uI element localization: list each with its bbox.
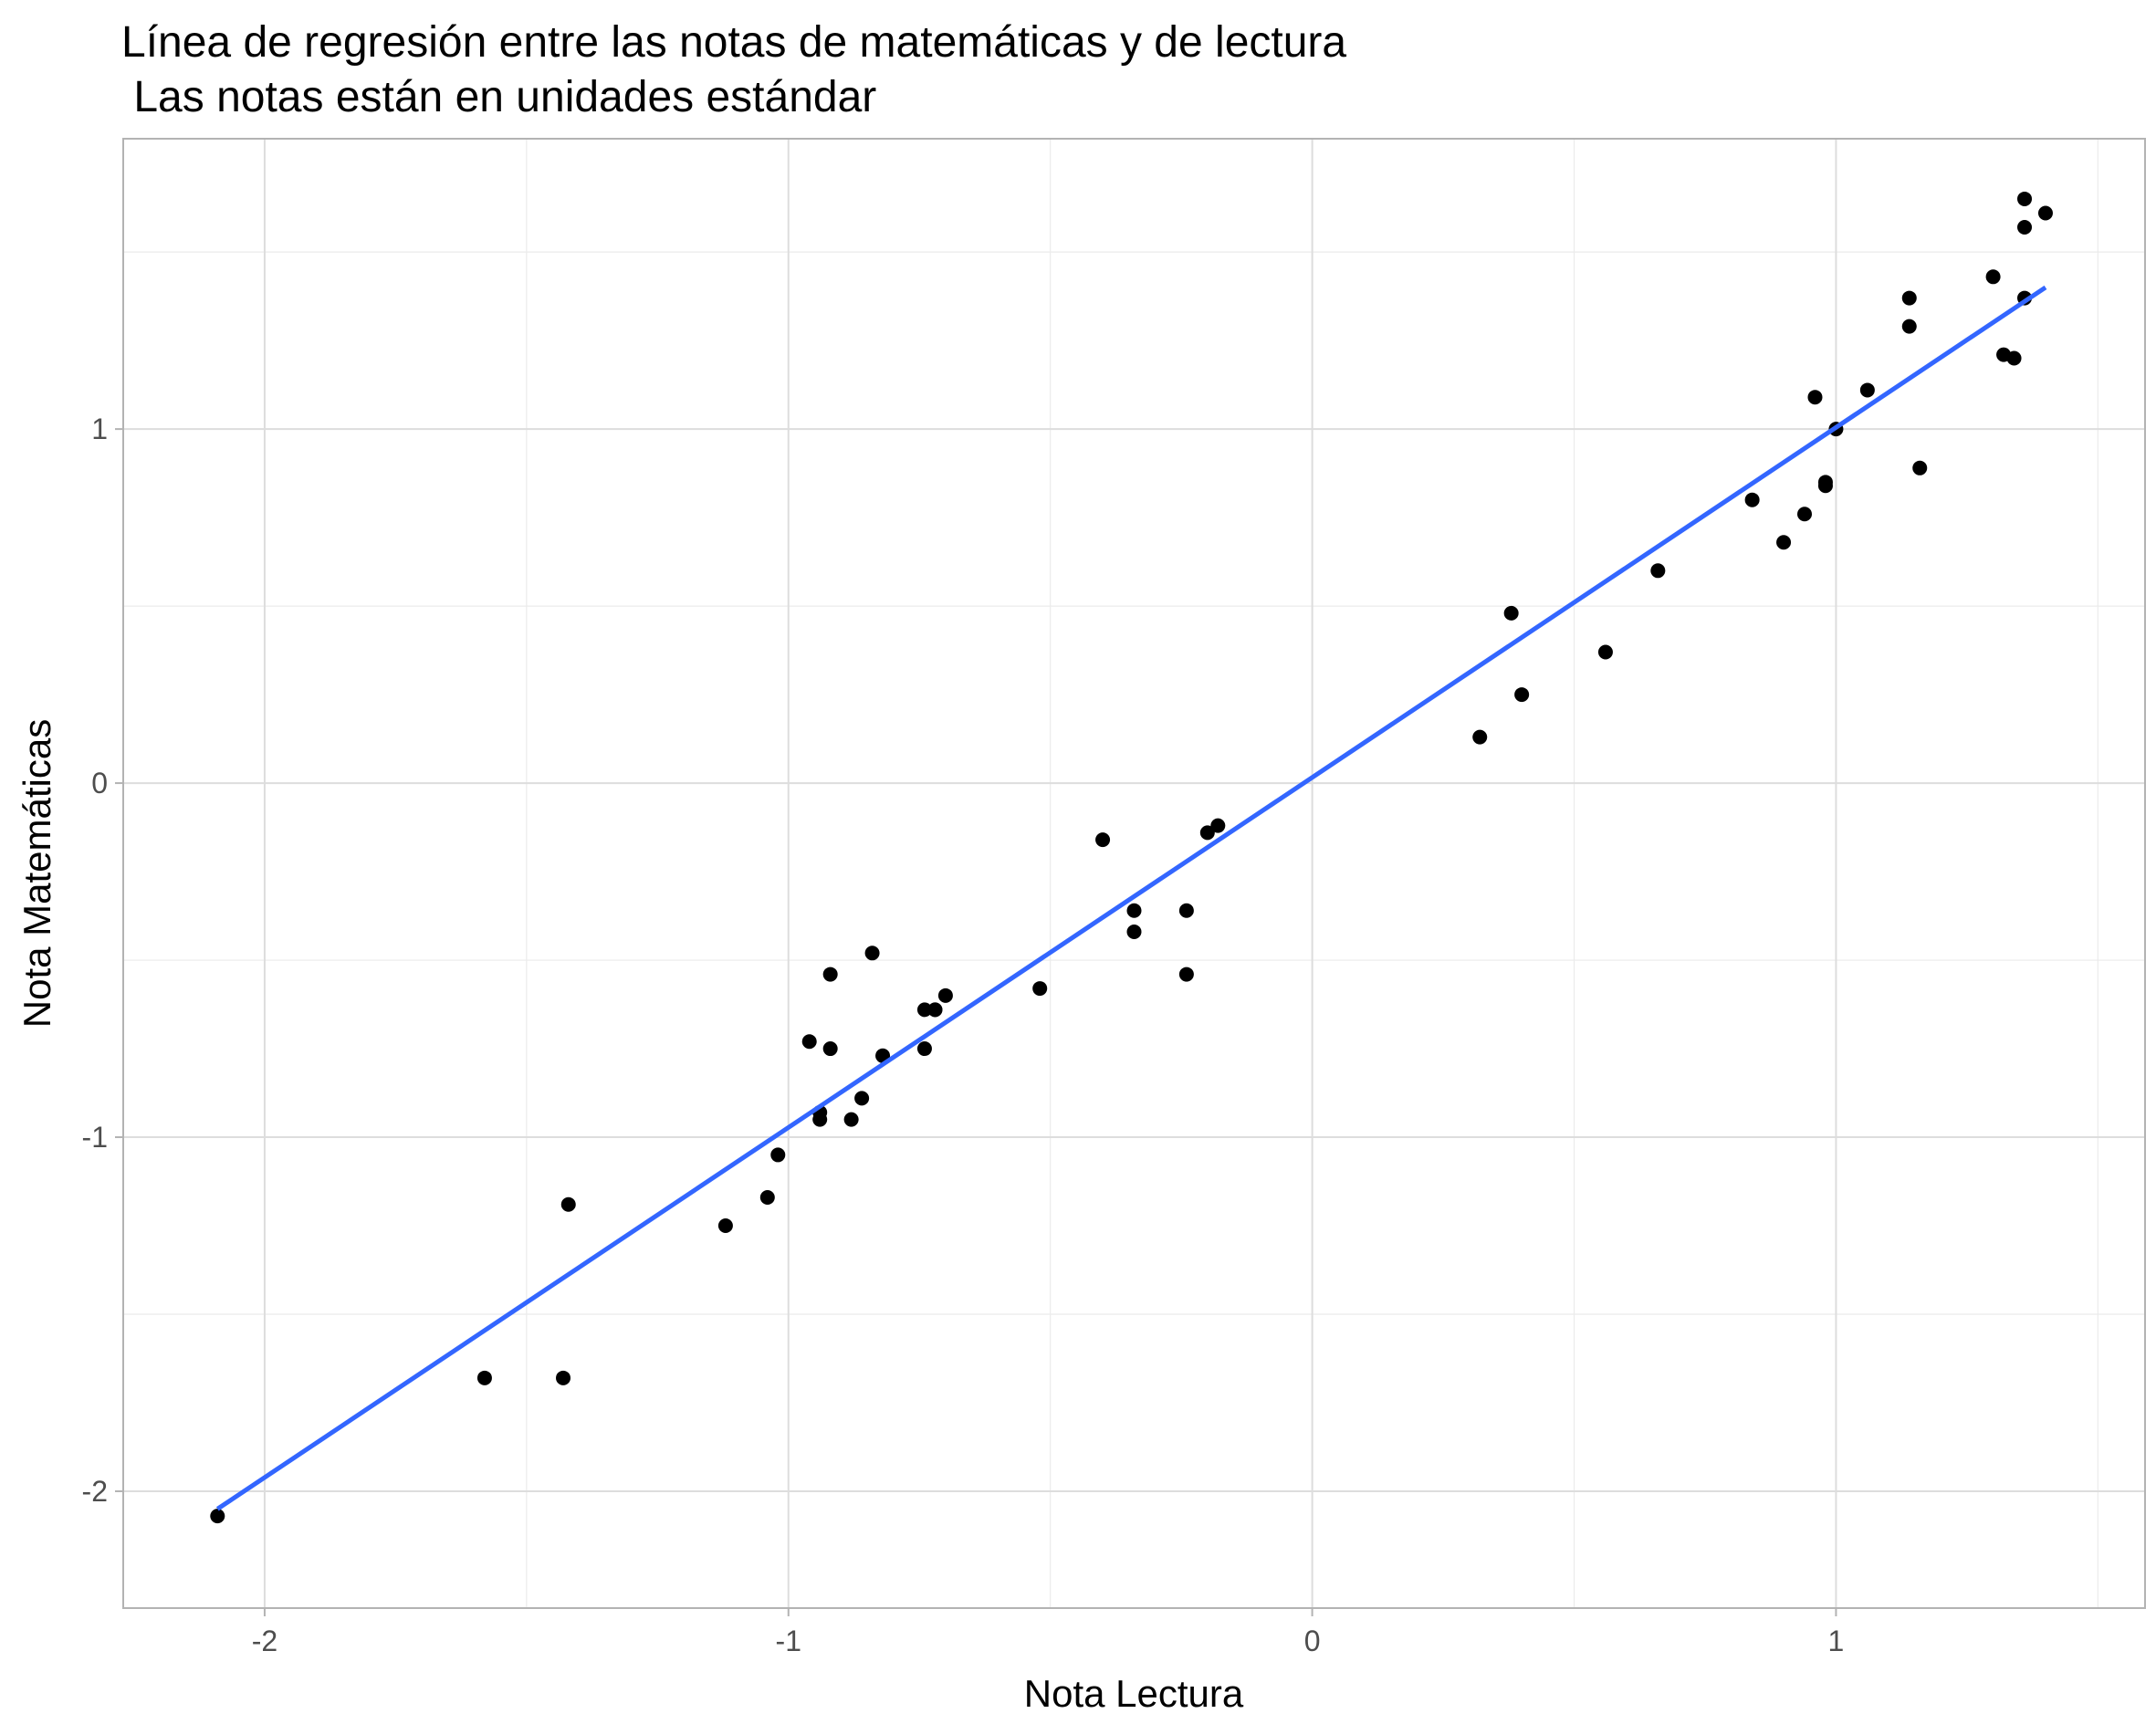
data-point bbox=[1807, 390, 1823, 405]
data-point bbox=[801, 1034, 817, 1050]
data-point bbox=[864, 946, 880, 961]
data-point bbox=[1178, 966, 1194, 982]
x-tick-label: -2 bbox=[252, 1625, 277, 1657]
chart-subtitle: Las notas están en unidades estándar bbox=[121, 73, 876, 121]
data-point bbox=[1032, 981, 1048, 997]
data-point bbox=[1901, 290, 1917, 306]
data-point bbox=[2017, 191, 2033, 206]
x-tick-label: -1 bbox=[776, 1625, 801, 1657]
regression-line-group bbox=[215, 285, 2047, 1511]
data-point bbox=[556, 1370, 571, 1385]
y-tick-label: 0 bbox=[91, 767, 108, 799]
data-point bbox=[927, 1002, 943, 1018]
y-tick-label: -1 bbox=[82, 1121, 108, 1154]
data-point bbox=[1817, 475, 1833, 490]
data-point bbox=[1472, 729, 1488, 745]
data-point bbox=[822, 1041, 838, 1057]
data-point bbox=[2017, 219, 2033, 235]
data-point bbox=[916, 1041, 932, 1057]
data-point bbox=[1503, 605, 1519, 621]
data-point bbox=[1095, 832, 1111, 848]
data-point bbox=[1210, 818, 1226, 833]
data-point bbox=[916, 1002, 932, 1018]
data-point bbox=[812, 1112, 828, 1127]
y-tick-label: -2 bbox=[82, 1475, 108, 1508]
data-point bbox=[1178, 903, 1194, 918]
grid-minor bbox=[123, 139, 2145, 1608]
data-point bbox=[717, 1218, 733, 1234]
data-point bbox=[1126, 903, 1142, 918]
data-point bbox=[1797, 507, 1813, 522]
data-point bbox=[1597, 644, 1613, 660]
data-point bbox=[560, 1196, 576, 1212]
x-tick-label: 0 bbox=[1304, 1625, 1321, 1657]
data-point bbox=[1199, 825, 1215, 841]
data-point bbox=[1859, 382, 1875, 398]
chart-title: Línea de regresión entre las notas de ma… bbox=[121, 18, 1346, 67]
y-axis-title: Nota Matemáticas bbox=[16, 719, 58, 1028]
scatter-points bbox=[210, 191, 2053, 1524]
data-point bbox=[937, 987, 953, 1003]
data-point bbox=[843, 1112, 859, 1127]
data-point bbox=[2006, 350, 2022, 366]
x-tick-label: 1 bbox=[1828, 1625, 1845, 1657]
data-point bbox=[2037, 205, 2053, 221]
regression-line bbox=[215, 285, 2047, 1511]
y-axis-ticks: -2 -1 0 1 bbox=[82, 413, 123, 1508]
data-point bbox=[822, 966, 838, 982]
y-tick-label: 1 bbox=[91, 413, 108, 445]
x-axis-title: Nota Lectura bbox=[1024, 1672, 1244, 1715]
data-point bbox=[1776, 535, 1792, 550]
x-axis-ticks: -2 -1 0 1 bbox=[252, 1608, 1845, 1657]
data-point bbox=[770, 1147, 786, 1163]
data-point bbox=[1985, 269, 2001, 285]
data-point bbox=[476, 1370, 492, 1385]
data-point bbox=[759, 1189, 775, 1205]
data-point bbox=[1901, 319, 1917, 334]
plot-border bbox=[122, 138, 2146, 1609]
data-point bbox=[854, 1091, 870, 1106]
data-point bbox=[1126, 925, 1142, 940]
data-point bbox=[1744, 492, 1760, 507]
grid-major bbox=[123, 139, 2145, 1608]
data-point bbox=[1514, 687, 1530, 703]
data-point bbox=[1912, 460, 1928, 475]
data-point bbox=[210, 1509, 225, 1524]
data-point bbox=[1650, 563, 1666, 579]
